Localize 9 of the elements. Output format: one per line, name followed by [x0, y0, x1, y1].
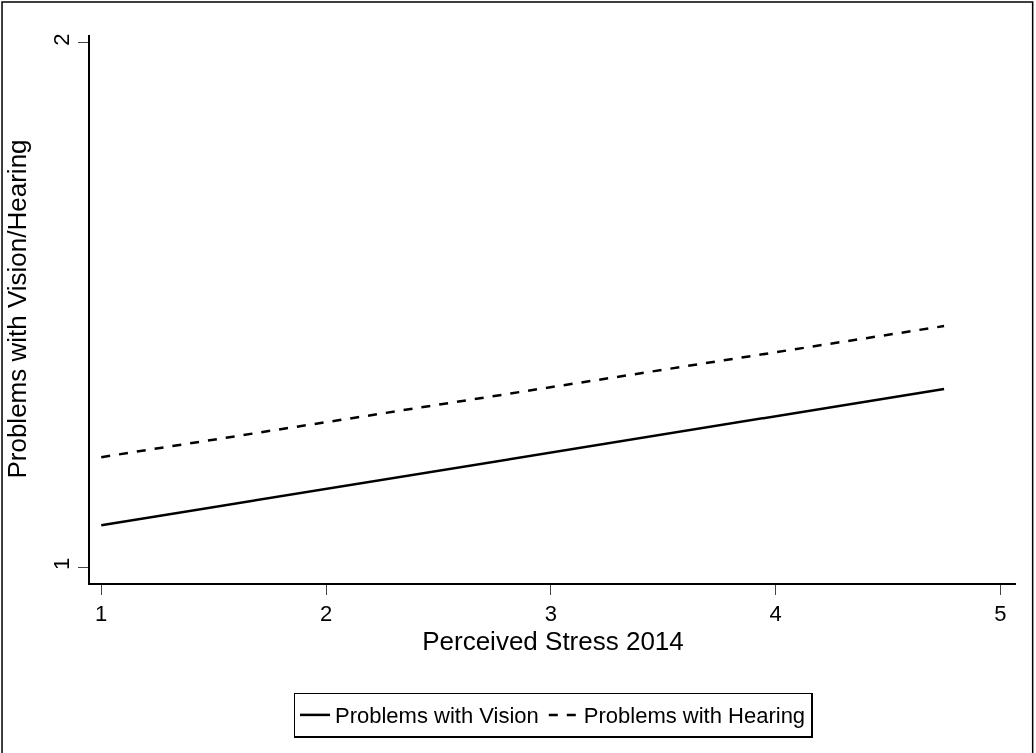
y-axis-title: Problems with Vision/Hearing [2, 139, 33, 479]
legend-label: Problems with Vision [335, 703, 539, 729]
x-tick-label: 3 [544, 601, 557, 627]
legend-label: Problems with Hearing [583, 703, 806, 729]
x-tick-label: 1 [95, 601, 108, 627]
x-axis-title: Perceived Stress 2014 [422, 626, 684, 657]
x-tick-label: 2 [319, 601, 333, 627]
x-tick-label: 5 [994, 601, 1007, 627]
x-tick-label: 4 [769, 601, 782, 627]
